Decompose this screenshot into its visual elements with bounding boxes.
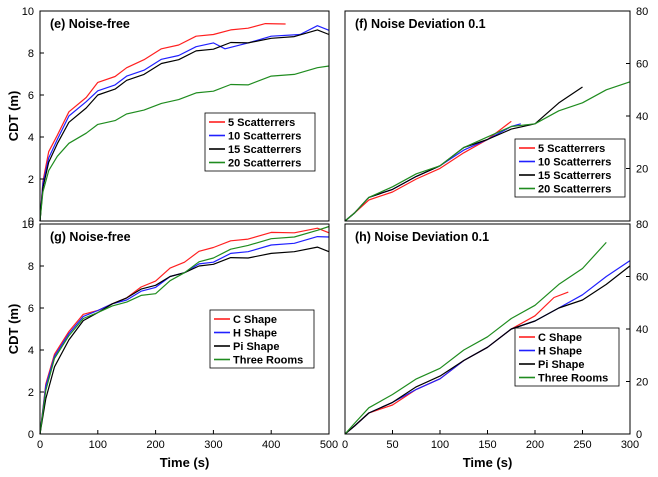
- x-tick-label: 150: [478, 439, 496, 451]
- y-tick-label: 10: [22, 219, 34, 231]
- y-tick-label: 8: [28, 48, 34, 60]
- y-axis-title: CDT (m): [6, 304, 21, 355]
- y-tick-label: 80: [636, 219, 648, 231]
- series-line-f-1: [344, 123, 521, 222]
- y-tick-label: 0: [28, 429, 34, 441]
- series-line-g-0: [39, 227, 330, 435]
- legend-label: 20 Scatterrers: [538, 184, 611, 196]
- x-tick-label: 200: [146, 439, 164, 451]
- x-tick-label: 200: [526, 439, 544, 451]
- plot-frame: [39, 10, 330, 222]
- legend-label: Pi Shape: [233, 341, 279, 353]
- series-line-f-3: [344, 81, 631, 222]
- legend-label: C Shape: [233, 314, 277, 326]
- x-tick-label: 100: [89, 439, 107, 451]
- legend-label: H Shape: [233, 328, 277, 340]
- legend-box: [514, 327, 620, 387]
- y-tick-label: 10: [22, 6, 34, 18]
- legend-label: Three Rooms: [538, 373, 608, 385]
- y-tick-label: 60: [636, 272, 648, 284]
- panel-title: (e) Noise-free: [50, 17, 130, 31]
- series-line-g-2: [39, 246, 330, 435]
- series-line-e-2: [39, 29, 330, 222]
- legend-label: H Shape: [538, 346, 582, 358]
- y-tick-label: 4: [28, 345, 34, 357]
- y-tick-label: 20: [636, 377, 648, 389]
- legend-label: 5 Scatterrers: [538, 143, 605, 155]
- y-tick-label: 6: [28, 303, 34, 315]
- legend-label: 15 Scatterrers: [538, 170, 611, 182]
- y-tick-label: 40: [636, 324, 648, 336]
- series-line-e-3: [39, 65, 330, 222]
- y-tick-label: 0: [28, 216, 34, 228]
- y-tick-label: 80: [636, 6, 648, 18]
- x-axis-title: Time (s): [160, 455, 210, 470]
- x-tick-label: 400: [262, 439, 280, 451]
- y-tick-label: 40: [636, 111, 648, 123]
- legend-label: 20 Scatterrers: [228, 158, 301, 170]
- series-line-e-1: [39, 25, 330, 222]
- panel-title: (h) Noise Deviation 0.1: [355, 230, 489, 244]
- x-tick-label: 500: [320, 439, 338, 451]
- y-tick-label: 4: [28, 132, 34, 144]
- series-line-e-0: [39, 23, 286, 222]
- legend-label: Three Rooms: [233, 355, 303, 367]
- panel-f: 20 40 60 80 (f) Noise Deviation 0.1 5 Scatter…: [344, 6, 648, 222]
- y-tick-label: 6: [28, 90, 34, 102]
- panel-title: (g) Noise-free: [50, 230, 131, 244]
- x-tick-label: 100: [431, 439, 449, 451]
- series-line-g-1: [39, 236, 330, 435]
- y-tick-label: 20: [636, 164, 648, 176]
- y-tick-label: 8: [28, 261, 34, 273]
- y-tick-label: 2: [28, 174, 34, 186]
- x-tick-label: 300: [621, 439, 639, 451]
- panel-title: (f) Noise Deviation 0.1: [355, 17, 486, 31]
- y-axis-title: CDT (m): [6, 91, 21, 142]
- series-line-h-2: [344, 265, 631, 435]
- panel-h: 0 20 40 60 80 0 50 100 150 200 250 300 (h) Noise Dev…: [342, 219, 648, 470]
- x-tick-label: 250: [573, 439, 591, 451]
- legend-label: 10 Scatterrers: [538, 157, 611, 169]
- panel-e: 0 2 4 6 8 10 (e) Noise-free CDT (m) 5 Scatterrer…: [6, 6, 330, 228]
- series-line-g-3: [39, 225, 330, 435]
- y-tick-label: 0: [636, 429, 642, 441]
- plot-frame: [39, 223, 330, 435]
- x-tick-label: 300: [204, 439, 222, 451]
- legend-label: Pi Shape: [538, 359, 584, 371]
- legend-label: 10 Scatterrers: [228, 131, 301, 143]
- x-axis-title: Time (s): [463, 455, 513, 470]
- legend-label: C Shape: [538, 332, 582, 344]
- legend-label: 5 Scatterrers: [228, 117, 295, 129]
- y-tick-label: 60: [636, 59, 648, 71]
- x-tick-label: 0: [342, 439, 348, 451]
- y-tick-label: 2: [28, 387, 34, 399]
- series-line-h-3: [344, 241, 607, 435]
- x-tick-label: 0: [37, 439, 43, 451]
- legend-label: 15 Scatterrers: [228, 144, 301, 156]
- x-tick-label: 50: [386, 439, 398, 451]
